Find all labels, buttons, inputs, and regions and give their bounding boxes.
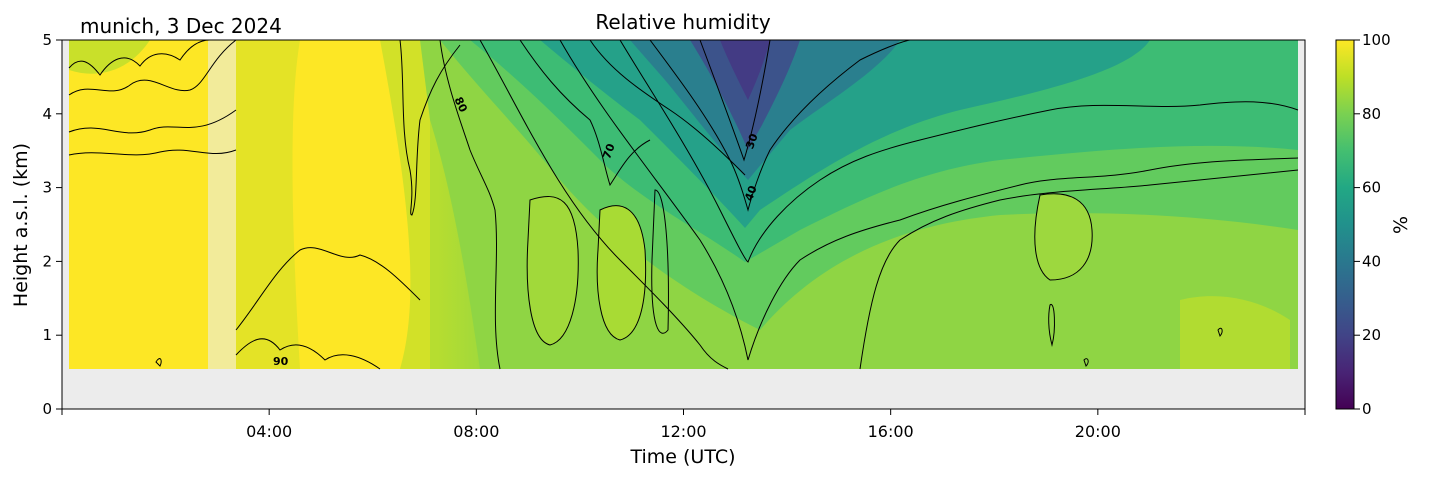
y-tick-label: 5 xyxy=(42,31,52,49)
colorbar-tick-label: 60 xyxy=(1362,179,1381,197)
x-axis: 04:00 08:00 12:00 16:00 20:00 xyxy=(61,409,1306,441)
contour-90-small-3 xyxy=(1083,358,1089,367)
contour-lines xyxy=(68,40,1299,370)
contour-70-upper xyxy=(68,109,237,134)
contour-80-patch-11 xyxy=(526,196,579,346)
contour-70-trough xyxy=(479,40,729,370)
colorbar-tick-label: 100 xyxy=(1362,31,1391,49)
contour-60-trough xyxy=(559,40,1299,361)
contour-90-small-2 xyxy=(1217,327,1223,337)
contour-80-ridge xyxy=(399,40,461,216)
rh-patch-11 xyxy=(527,196,579,345)
rh-band-90-morning-right xyxy=(236,40,300,369)
colorbar-tick-label: 20 xyxy=(1362,326,1381,344)
x-tick-label: 08:00 xyxy=(453,422,499,441)
y-tick-label: 3 xyxy=(42,179,52,197)
rh-patch-19 xyxy=(1034,193,1093,280)
contour-60-ridge xyxy=(519,40,651,187)
chart-title: Relative humidity xyxy=(595,10,770,34)
contour-70-ridge xyxy=(439,40,501,370)
contour-label: 40 xyxy=(742,184,760,203)
rh-patch-22 xyxy=(1180,296,1290,369)
y-tick-label: 4 xyxy=(42,105,52,123)
contour-label: 70 xyxy=(600,142,618,161)
x-tick-label: 20:00 xyxy=(1075,422,1121,441)
contour-label: 30 xyxy=(743,132,761,151)
contour-50-trough xyxy=(619,40,1299,263)
contour-60-upper xyxy=(68,149,237,156)
rh-band-30 xyxy=(690,40,800,150)
contour-labels: 90 80 70 30 40 xyxy=(273,95,761,368)
rh-band-90-morning-upper xyxy=(69,40,150,74)
contour-label: 80 xyxy=(452,95,470,115)
contour-80-patch-19 xyxy=(1034,193,1093,281)
colorbar-tick-label: 40 xyxy=(1362,252,1381,270)
contour-90-upper xyxy=(68,40,211,76)
y-tick-label: 2 xyxy=(42,252,52,270)
data-gap-stripe xyxy=(208,40,236,369)
x-tick-label: 04:00 xyxy=(246,422,292,441)
humidity-field xyxy=(69,40,1298,369)
x-tick-label: 16:00 xyxy=(868,422,914,441)
contour-90-small-4 xyxy=(1048,304,1055,347)
x-axis-label: Time (UTC) xyxy=(629,446,735,468)
y-axis-label: Height a.s.l. (km) xyxy=(10,143,32,307)
colorbar-axis: 0 20 40 60 80 100 xyxy=(1354,31,1391,418)
y-tick-label: 1 xyxy=(42,326,52,344)
chart-subtitle: munich, 3 Dec 2024 xyxy=(80,14,282,38)
colorbar-frame xyxy=(1335,39,1355,410)
contour-90-small-1 xyxy=(155,358,162,367)
y-axis: 0 1 2 3 4 5 xyxy=(42,31,62,418)
colorbar xyxy=(1336,40,1354,409)
contour-80-patch-13 xyxy=(596,205,647,341)
contour-90-lower xyxy=(235,338,381,370)
x-tick-label: 12:00 xyxy=(660,422,706,441)
contour-80-upper xyxy=(68,40,237,96)
rh-band-20 xyxy=(720,40,770,100)
rh-patch-13 xyxy=(597,205,646,340)
contour-70-evening xyxy=(859,169,1299,370)
rh-band-90-evening-edge xyxy=(380,40,430,369)
contour-80-patch-15 xyxy=(651,189,669,334)
contour-40-trough xyxy=(649,40,911,212)
contour-50-ridge xyxy=(589,40,746,176)
y-tick-label: 0 xyxy=(42,400,52,418)
colorbar-label: % xyxy=(1390,216,1412,234)
contour-label: 90 xyxy=(273,355,289,368)
colorbar-tick-label: 80 xyxy=(1362,105,1381,123)
colorbar-tick-label: 0 xyxy=(1362,400,1372,418)
contour-30-trough xyxy=(699,40,771,162)
contour-80-mid xyxy=(235,247,421,331)
